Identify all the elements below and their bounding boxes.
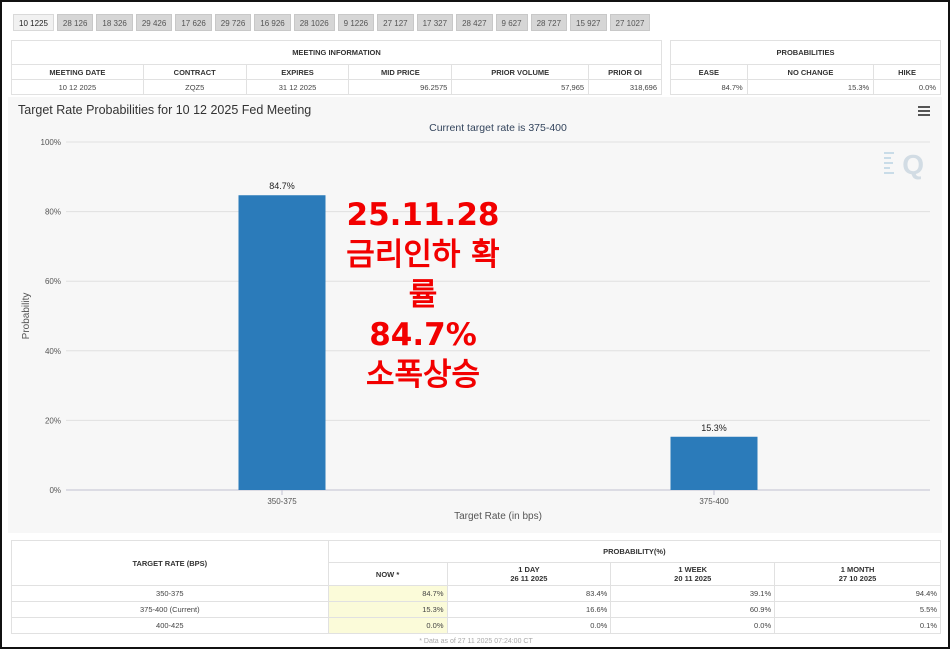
prior-volume-value: 57,965: [451, 79, 590, 95]
probability-cell: 0.1%: [774, 617, 941, 634]
probability-header: PROBABILITY(%): [327, 540, 942, 563]
mid-price-value: 96.2575: [348, 79, 453, 95]
meeting-tab[interactable]: 9 627: [495, 14, 528, 31]
probability-cell: 84.7%: [327, 585, 448, 602]
col-prior-oi: PRIOR OI: [588, 64, 662, 80]
target-rate-cell: 400-425: [11, 617, 329, 634]
no-change-value: 15.3%: [746, 79, 875, 95]
target-rate-header: TARGET RATE (BPS): [11, 540, 329, 586]
watermark-q-logo: Q: [902, 149, 924, 180]
bar: [238, 195, 326, 490]
probabilities-header: PROBABILITIES: [670, 40, 941, 65]
overlay-date: 25.11.28: [346, 197, 500, 233]
overlay-line2: 금리인하 확률: [346, 237, 500, 313]
bar-chart: Current target rate is 375-400 0% 20% 40% 60…: [21, 122, 930, 522]
col-now: NOW *: [327, 562, 448, 586]
probability-history-table: TARGET RATE (BPS) PROBABILITY(%) NOW * 1…: [11, 540, 942, 634]
expires-value: 31 12 2025: [245, 79, 350, 95]
x-tick-label: 375-400: [699, 497, 729, 506]
col-ease: EASE: [670, 64, 748, 80]
probability-cell: 0.0%: [327, 617, 448, 634]
chart-subtitle: Current target rate is 375-400: [429, 122, 567, 134]
y-tick-label: 0%: [49, 486, 61, 495]
meeting-tabs: 10 1225 28 126 18 326 29 426 17 626 29 726 16 …: [13, 14, 651, 31]
probability-cell: 5.5%: [774, 601, 941, 618]
meeting-tab[interactable]: 17 327: [416, 14, 454, 31]
bar-value-label: 84.7%: [269, 181, 295, 191]
ease-value: 84.7%: [670, 79, 748, 95]
probability-cell: 15.3%: [327, 601, 448, 618]
y-axis-title: Probability: [21, 293, 32, 340]
watermark-lines-icon: [884, 152, 894, 192]
meeting-tab[interactable]: 28 1026: [293, 14, 335, 31]
y-tick-label: 80%: [45, 208, 61, 217]
col-prior-volume: PRIOR VOLUME: [451, 64, 590, 80]
meeting-date-value: 10 12 2025: [11, 79, 144, 95]
x-tick-label: 350-375: [267, 497, 297, 506]
meeting-information-table: MEETING INFORMATION MEETING DATE CONTRAC…: [11, 40, 662, 95]
col-mid-price: MID PRICE: [348, 64, 453, 80]
prior-oi-value: 318,696: [588, 79, 662, 95]
y-tick-label: 60%: [45, 277, 61, 286]
y-tick-label: 40%: [45, 347, 61, 356]
data-timestamp-note: * Data as of 27 11 2025 07:24:00 CT: [419, 638, 533, 645]
annotation-overlay: 25.11.28 금리인하 확률 84.7% 소폭상승: [335, 195, 511, 395]
meeting-tab[interactable]: 27 1027: [609, 14, 651, 31]
hike-value: 0.0%: [873, 79, 941, 95]
y-tick-label: 20%: [45, 416, 61, 425]
meeting-tab[interactable]: 29 426: [135, 14, 173, 31]
bar-value-label: 15.3%: [701, 423, 727, 433]
meeting-tab[interactable]: 29 726: [214, 14, 252, 31]
probability-cell: 39.1%: [610, 585, 776, 602]
meeting-tab[interactable]: 10 1225: [13, 14, 54, 31]
overlay-line4: 소폭상승: [365, 357, 481, 393]
target-rate-cell: 375-400 (Current): [11, 601, 329, 618]
col-hike: HIKE: [873, 64, 941, 80]
meeting-tab[interactable]: 28 427: [456, 14, 493, 31]
bar: [670, 436, 758, 490]
meeting-tab[interactable]: 28 126: [56, 14, 94, 31]
x-axis-title: Target Rate (in bps): [454, 511, 542, 522]
table-row: 375-400 (Current) 15.3% 16.6% 60.9% 5.5%: [11, 601, 941, 618]
col-expires: EXPIRES: [245, 64, 350, 80]
meeting-tab[interactable]: 28 727: [530, 14, 568, 31]
meeting-tab[interactable]: 27 127: [377, 14, 414, 31]
probability-cell: 0.0%: [610, 617, 776, 634]
probability-cell: 0.0%: [446, 617, 612, 634]
target-rate-cell: 350-375: [11, 585, 329, 602]
col-1-week: 1 WEEK 20 11 2025: [610, 562, 776, 586]
col-1-day: 1 DAY 26 11 2025: [446, 562, 612, 586]
col-contract: CONTRACT: [142, 64, 247, 80]
probabilities-table: PROBABILITIES EASE NO CHANGE HIKE 84.7% …: [670, 40, 941, 95]
col-meeting-date: MEETING DATE: [11, 64, 144, 80]
meeting-tab[interactable]: 17 626: [175, 14, 212, 31]
overlay-line3: 84.7%: [369, 317, 477, 353]
table-row: 400-425 0.0% 0.0% 0.0% 0.1%: [11, 617, 941, 634]
contract-value: ZQZ5: [142, 79, 247, 95]
col-no-change: NO CHANGE: [746, 64, 875, 80]
meeting-tab[interactable]: 18 326: [96, 14, 133, 31]
hamburger-menu-icon[interactable]: [918, 106, 930, 116]
probability-cell: 60.9%: [610, 601, 776, 618]
table-row: 350-375 84.7% 83.4% 39.1% 94.4%: [11, 585, 941, 602]
meeting-tab[interactable]: 15 927: [570, 14, 607, 31]
y-tick-label: 100%: [41, 138, 61, 147]
chart-title: Target Rate Probabilities for 10 12 2025…: [18, 103, 312, 117]
meeting-tab[interactable]: 16 926: [254, 14, 291, 31]
chart-panel: Target Rate Probabilities for 10 12 2025…: [8, 97, 942, 533]
meeting-information-header: MEETING INFORMATION: [11, 40, 662, 65]
col-1-month: 1 MONTH 27 10 2025: [774, 562, 941, 586]
probability-cell: 83.4%: [446, 585, 612, 602]
probability-cell: 16.6%: [446, 601, 612, 618]
meeting-tab[interactable]: 9 1226: [337, 14, 375, 31]
probability-cell: 94.4%: [774, 585, 941, 602]
